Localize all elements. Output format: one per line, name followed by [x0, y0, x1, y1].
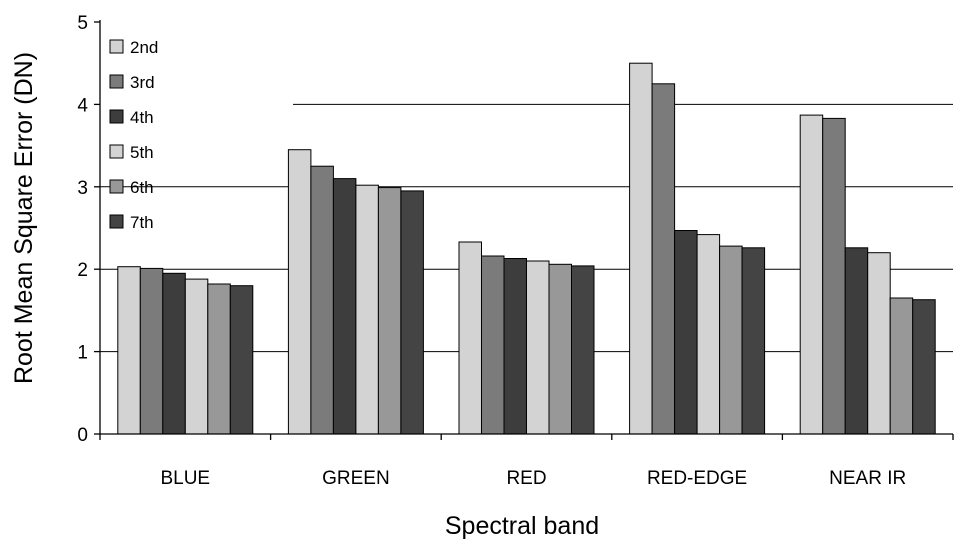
bar — [799, 114, 824, 435]
bar — [889, 297, 914, 435]
y-tick-labels: 0 1 2 3 4 5 — [77, 13, 88, 446]
bar — [571, 265, 595, 435]
x-category-label: BLUE — [160, 468, 210, 489]
legend-label: 4th — [130, 108, 154, 127]
legend-swatch — [109, 39, 124, 54]
x-category-labels: BLUE GREEN RED RED-EDGE NEAR IR — [160, 468, 906, 489]
bar — [207, 283, 231, 435]
bar — [741, 247, 766, 435]
x-category-label: RED-EDGE — [647, 468, 747, 489]
bar — [912, 299, 936, 435]
bar — [526, 260, 550, 435]
bar — [310, 165, 334, 435]
bar — [184, 278, 209, 435]
bar — [229, 285, 254, 435]
bar — [844, 247, 869, 435]
y-tick-label: 2 — [77, 260, 88, 281]
bar — [139, 267, 164, 435]
x-category-label: GREEN — [322, 468, 390, 489]
bar — [355, 184, 379, 435]
legend-label: 6th — [130, 178, 154, 197]
legend-label: 3rd — [130, 73, 155, 92]
bar — [377, 187, 402, 435]
axes — [94, 20, 954, 440]
y-tick-label: 3 — [77, 178, 88, 199]
legend-label: 2nd — [130, 38, 158, 57]
y-tick-label: 0 — [77, 425, 88, 446]
bar — [503, 258, 527, 435]
bar — [400, 190, 424, 435]
legend-swatch — [109, 144, 124, 159]
legend-label: 5th — [130, 143, 154, 162]
bar — [548, 263, 572, 435]
bar — [674, 230, 698, 435]
y-tick-label: 4 — [77, 95, 88, 116]
bar — [332, 178, 357, 435]
bar — [651, 83, 676, 435]
y-tick-label: 1 — [77, 343, 88, 364]
legend-swatch — [109, 109, 124, 124]
bar — [458, 241, 482, 435]
bars — [117, 62, 936, 435]
bar — [162, 272, 186, 435]
legend-swatch — [109, 179, 124, 194]
x-category-label: RED — [506, 468, 546, 489]
legend: 2nd 3rd 4th 5th 6th 7th — [109, 38, 158, 232]
x-category-label: NEAR IR — [829, 468, 906, 489]
legend-swatch — [109, 74, 124, 89]
y-axis-title: Root Mean Square Error (DN) — [10, 52, 38, 384]
bar — [719, 245, 743, 435]
bar — [867, 252, 891, 435]
bar — [822, 117, 846, 435]
legend-label: 7th — [130, 213, 154, 232]
bar — [481, 255, 505, 435]
bar — [629, 62, 653, 435]
legend-swatch — [109, 214, 124, 229]
x-axis-title: Spectral band — [445, 512, 599, 540]
bar — [287, 149, 312, 435]
bar — [696, 234, 721, 435]
y-tick-label: 5 — [77, 13, 88, 34]
bar — [117, 266, 141, 435]
